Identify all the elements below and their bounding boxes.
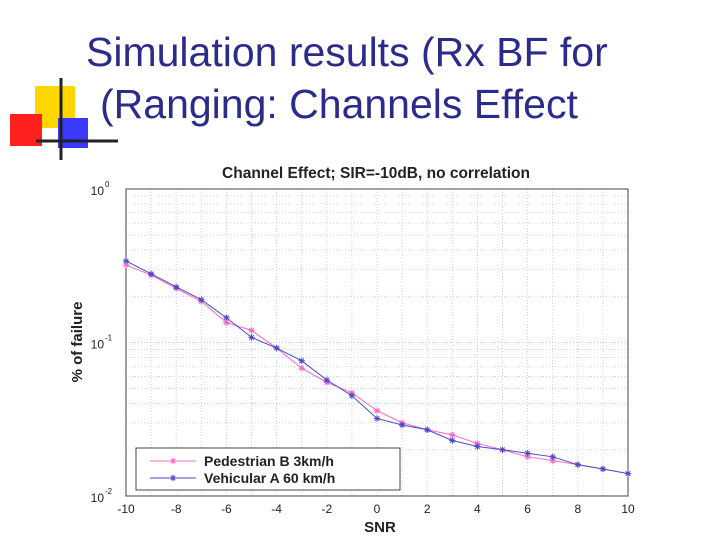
data-point-marker (524, 453, 531, 461)
data-point-marker (449, 437, 456, 444)
data-point-marker (449, 431, 456, 439)
data-point-marker (298, 365, 305, 372)
x-tick-labels: -10 -8 -6 -4 -2 0 2 4 6 8 10 (117, 502, 635, 516)
data-point-marker (273, 344, 280, 352)
title-line-1: Simulation results (Rx BF for (86, 29, 608, 75)
x-tick-label: 8 (574, 502, 581, 516)
legend-label: Pedestrian B 3km/h (204, 453, 334, 469)
x-tick-label: -4 (271, 502, 282, 516)
y-tick-label-exponent: 0 (105, 180, 110, 189)
chart-title: Channel Effect; SIR=-10dB, no correlatio… (222, 165, 530, 182)
series-group (122, 257, 632, 477)
data-point-marker (398, 421, 406, 429)
y-tick-label-base: 10 (91, 184, 105, 198)
y-tick-label-base: 10 (91, 338, 105, 352)
x-tick-label: -2 (321, 502, 332, 516)
data-point-marker (624, 470, 632, 477)
data-point-marker (348, 392, 356, 399)
x-tick-label: -6 (221, 502, 232, 516)
y-tick-label-exponent: -1 (105, 334, 113, 343)
corner-decoration (10, 78, 118, 160)
data-point-marker (499, 446, 506, 453)
data-point-marker (223, 314, 230, 321)
x-tick-label: 0 (374, 502, 381, 516)
data-point-marker (248, 327, 255, 334)
x-axis-label: SNR (364, 519, 396, 536)
data-point-marker (323, 376, 330, 384)
data-point-marker (549, 457, 556, 464)
data-point-marker (169, 474, 177, 482)
data-point-marker (373, 407, 381, 414)
data-point-marker (198, 296, 205, 303)
x-tick-label: -10 (117, 502, 135, 516)
data-point-marker (173, 283, 180, 291)
data-point-marker (147, 270, 155, 278)
x-tick-label: -8 (171, 502, 182, 516)
x-tick-label: 6 (524, 502, 531, 516)
channel-effect-chart: Channel Effect; SIR=-10dB, no correlatio… (69, 165, 635, 536)
plot-frame (125, 188, 629, 497)
data-point-marker (549, 453, 556, 461)
data-point-marker (599, 465, 607, 473)
legend-label: Vehicular A 60 km/h (204, 470, 335, 486)
x-tick-label: 4 (474, 502, 481, 516)
data-point-marker (373, 415, 381, 422)
slide-title: Simulation results (Rx BF for (Ranging: … (86, 26, 716, 130)
deco-blue-square (58, 118, 88, 148)
y-tick-label-exponent: -2 (105, 487, 113, 496)
data-point-marker (122, 257, 130, 265)
data-point-marker (248, 334, 255, 341)
y-axis-label: % of failure (69, 302, 86, 383)
x-tick-label: 10 (621, 502, 635, 516)
data-point-marker (474, 443, 481, 450)
legend-box (135, 447, 401, 491)
data-point-marker (524, 450, 531, 457)
y-tick-label-base: 10 (91, 491, 105, 505)
data-point-marker (574, 461, 581, 468)
data-point-marker (223, 319, 230, 326)
data-point-marker (424, 426, 431, 433)
data-point-marker (169, 457, 177, 465)
data-point-marker (122, 261, 130, 269)
title-line-2: (Ranging: Channels Effect (100, 81, 578, 127)
data-point-marker (298, 357, 305, 364)
x-tick-label: 2 (424, 502, 431, 516)
